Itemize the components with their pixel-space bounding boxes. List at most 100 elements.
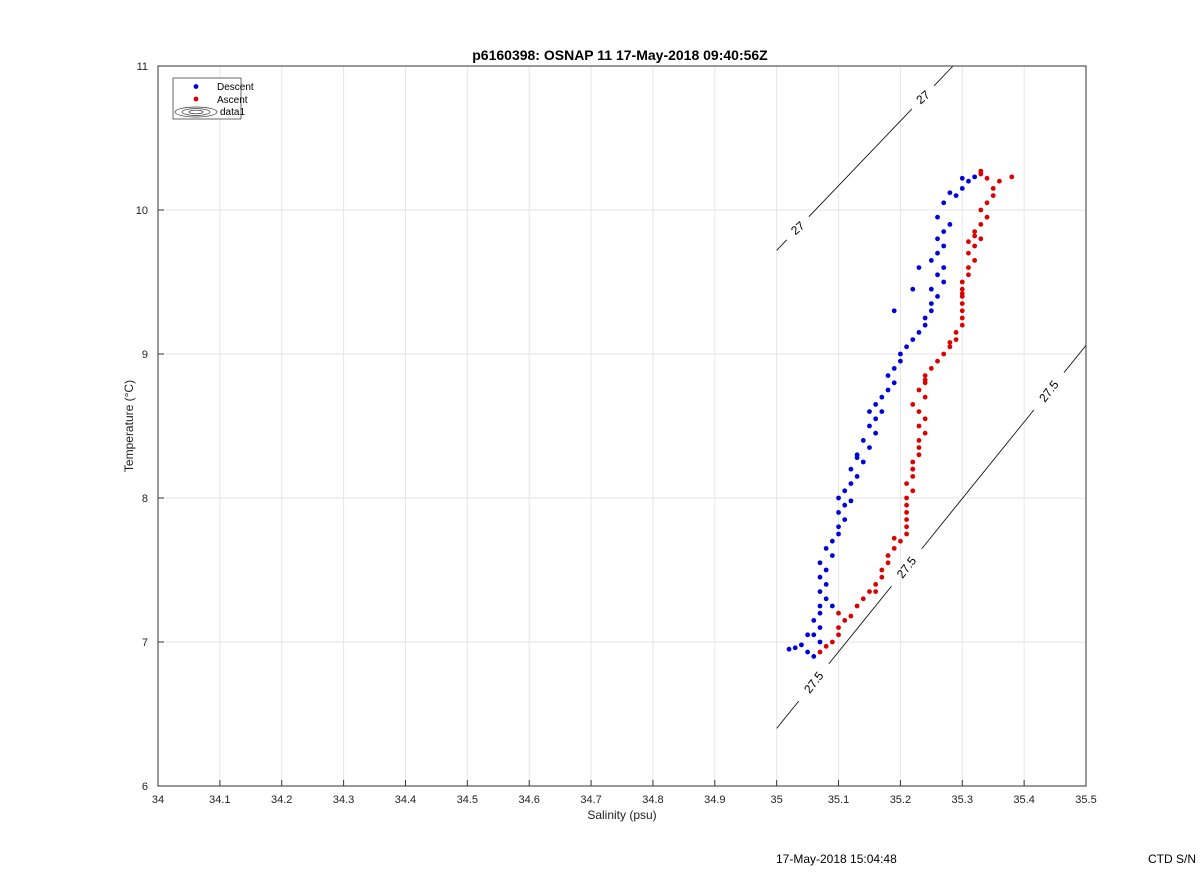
point-descent bbox=[873, 402, 879, 407]
point-descent bbox=[873, 430, 879, 436]
x-tick-label: 35.4 bbox=[1013, 794, 1034, 806]
contour-line-0 bbox=[776, 239, 788, 251]
point-descent bbox=[891, 308, 897, 314]
x-tick-label: 34.8 bbox=[642, 794, 663, 806]
point-descent bbox=[836, 524, 841, 530]
y-tick-label: 7 bbox=[142, 637, 148, 649]
point-ascent bbox=[966, 272, 971, 278]
point-descent bbox=[860, 459, 866, 465]
point-ascent bbox=[904, 531, 909, 537]
point-ascent bbox=[916, 452, 922, 458]
point-descent bbox=[916, 330, 922, 335]
point-descent bbox=[842, 502, 848, 508]
point-ascent bbox=[916, 445, 922, 450]
point-descent bbox=[916, 265, 922, 270]
point-descent bbox=[867, 423, 872, 429]
point-ascent bbox=[904, 510, 909, 515]
point-ascent bbox=[984, 214, 990, 220]
point-descent bbox=[953, 193, 959, 199]
x-tick-label: 35.5 bbox=[1075, 794, 1096, 806]
point-ascent bbox=[854, 603, 860, 609]
point-ascent bbox=[873, 582, 879, 587]
x-tick-label: 35.1 bbox=[828, 794, 849, 806]
legend: Descent Ascent data1 bbox=[172, 77, 254, 120]
point-descent bbox=[922, 315, 928, 321]
legend-marker-ascent bbox=[193, 96, 199, 102]
point-descent bbox=[928, 301, 934, 306]
point-ascent bbox=[879, 567, 885, 573]
point-ascent bbox=[990, 193, 996, 199]
point-ascent bbox=[891, 546, 897, 551]
point-ascent bbox=[1009, 174, 1015, 180]
point-descent bbox=[885, 373, 891, 378]
point-ascent bbox=[935, 358, 940, 364]
footer-ctd-serial: CTD S/N bbox=[1148, 852, 1196, 866]
point-descent bbox=[922, 322, 928, 328]
point-ascent bbox=[990, 186, 996, 191]
point-ascent bbox=[842, 618, 848, 623]
point-ascent bbox=[959, 315, 965, 321]
x-axis-ticks: 34 34.1 34.2 34.3 34.4 34.5 34.6 34.7 34.8 34.9 35… bbox=[152, 780, 1097, 806]
point-descent bbox=[935, 236, 940, 242]
legend-label-ascent: Ascent bbox=[217, 95, 248, 106]
x-tick-label: 34.2 bbox=[271, 794, 292, 806]
point-ascent bbox=[941, 351, 947, 357]
point-descent bbox=[836, 495, 841, 501]
contour-line-1 bbox=[776, 700, 800, 729]
point-descent bbox=[879, 394, 885, 400]
y-axis-ticks: 6 7 8 9 10 11 bbox=[136, 61, 164, 793]
contour-label: 27.5 bbox=[894, 554, 920, 581]
footer-timestamp: 17-May-2018 15:04:48 bbox=[776, 852, 897, 866]
legend-label-data1: data1 bbox=[220, 107, 245, 118]
point-ascent bbox=[910, 488, 916, 494]
point-descent bbox=[867, 445, 872, 450]
point-descent bbox=[959, 175, 965, 181]
point-ascent bbox=[922, 416, 928, 422]
point-descent bbox=[823, 596, 829, 602]
x-tick-label: 34.1 bbox=[209, 794, 230, 806]
point-ascent bbox=[860, 596, 866, 602]
point-descent bbox=[811, 618, 817, 623]
point-ascent bbox=[966, 239, 971, 245]
x-axis-label: Salinity (psu) bbox=[587, 808, 656, 822]
legend-box bbox=[172, 77, 242, 120]
point-descent bbox=[836, 510, 841, 515]
point-ascent bbox=[959, 308, 965, 314]
point-descent bbox=[941, 265, 947, 270]
point-ascent bbox=[898, 538, 903, 544]
point-ascent bbox=[947, 340, 953, 345]
y-tick-label: 11 bbox=[137, 61, 148, 73]
point-descent bbox=[805, 649, 810, 655]
point-descent bbox=[873, 416, 879, 422]
point-descent bbox=[842, 488, 848, 494]
point-ascent bbox=[867, 589, 872, 594]
point-ascent bbox=[873, 589, 879, 594]
x-tick-label: 34.9 bbox=[704, 794, 725, 806]
y-axis-label: Temperature (°C) bbox=[122, 380, 136, 472]
point-descent bbox=[836, 531, 841, 537]
point-descent bbox=[935, 294, 940, 299]
contour-line-0 bbox=[933, 65, 954, 87]
point-descent bbox=[817, 589, 823, 594]
point-descent bbox=[817, 610, 823, 616]
x-tick-label: 35 bbox=[771, 794, 783, 806]
point-descent bbox=[817, 603, 823, 609]
point-descent bbox=[860, 438, 866, 443]
point-descent bbox=[941, 279, 947, 285]
legend-label-descent: Descent bbox=[217, 82, 254, 93]
point-descent bbox=[935, 250, 940, 256]
point-ascent bbox=[823, 643, 829, 649]
point-descent bbox=[848, 481, 854, 486]
point-descent bbox=[935, 214, 940, 220]
x-tick-label: 34.7 bbox=[580, 794, 601, 806]
point-descent bbox=[848, 466, 854, 472]
point-ascent bbox=[885, 553, 891, 558]
point-ascent bbox=[922, 430, 928, 436]
point-ascent bbox=[966, 265, 971, 270]
point-ascent bbox=[966, 250, 971, 256]
point-ascent bbox=[984, 200, 990, 206]
point-ascent bbox=[922, 373, 928, 378]
chart-title: p6160398: OSNAP 11 17-May-2018 09:40:56Z bbox=[472, 47, 768, 63]
point-ascent bbox=[959, 322, 965, 328]
